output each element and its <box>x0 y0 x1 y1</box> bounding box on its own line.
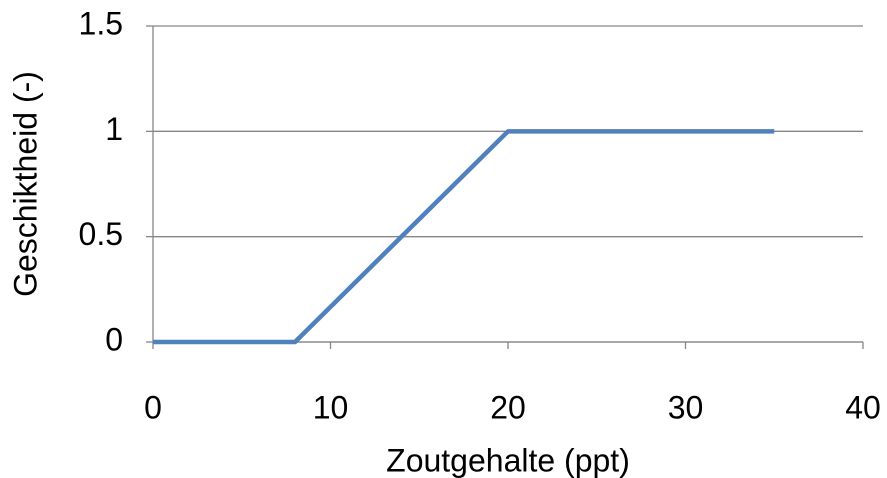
y-tick-label: 1 <box>105 111 123 147</box>
x-tick-label: 0 <box>144 389 162 425</box>
y-tick-label: 0 <box>105 321 123 357</box>
y-tick-label: 0.5 <box>79 216 123 252</box>
x-tick-label: 10 <box>313 389 349 425</box>
y-tick-label: 1.5 <box>79 5 123 41</box>
y-axis-label: Geschiktheid (-) <box>7 71 43 297</box>
data-line <box>153 129 775 345</box>
x-tick-label: 30 <box>668 389 704 425</box>
x-tick-label: 40 <box>845 389 881 425</box>
x-axis-label: Zoutgehalte (ppt) <box>386 442 630 478</box>
x-tick-label: 20 <box>490 389 526 425</box>
